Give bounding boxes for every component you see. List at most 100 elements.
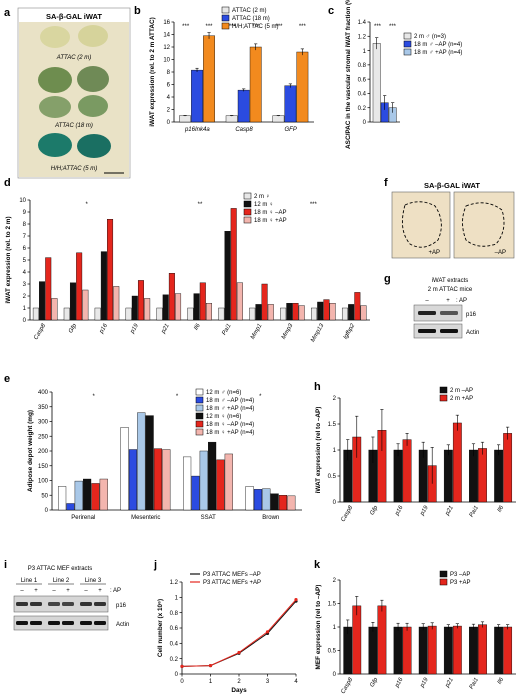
bar-h — [452, 422, 462, 503]
chart-panel-c: 0 0.2 0.4 0.6 0.8 1 1.2 1.4 ASC/PAC in the vascu… — [345, 0, 462, 149]
y-tick-label-b: 0 — [167, 120, 171, 126]
bar-e — [183, 456, 192, 511]
bar-k — [352, 605, 362, 675]
y-tick-label-k: 0.5 — [328, 649, 337, 655]
category-label-e: Mesenteric — [131, 515, 160, 521]
panel-i-line-1: Line 1 — [21, 578, 38, 584]
bar-e — [191, 475, 200, 511]
band-actin-minus — [418, 329, 436, 333]
panel-i-lane-6: + — [98, 588, 102, 594]
panel-i-ap-label: : AP — [110, 588, 121, 594]
bar-d — [137, 280, 144, 321]
band-actin-plus — [440, 329, 458, 333]
bar-h — [469, 449, 478, 503]
legend-swatch-k — [439, 570, 448, 578]
y-tick-label-d: 0 — [23, 318, 27, 324]
y-tick-label-e: 300 — [38, 420, 49, 426]
series-line-j — [181, 600, 297, 667]
panel-g: iWAT extracts 2 m ATTAC mice – + : AP p1… — [413, 278, 479, 339]
mef-band-p16-1 — [16, 602, 28, 606]
significance-b: *** — [182, 24, 190, 30]
category-label-d: Mmp1 — [250, 323, 264, 340]
panel-g-title: iWAT extracts — [432, 278, 469, 284]
bar-h — [503, 433, 513, 503]
legend-swatch-c — [403, 48, 412, 56]
y-tick-label-c: 1 — [363, 49, 367, 55]
y-tick-label-e: 250 — [38, 434, 49, 440]
y-tick-label-j: 0.8 — [170, 611, 179, 617]
panel-i-lane-5: – — [84, 588, 88, 594]
category-label-e: Brown — [262, 515, 279, 521]
bar-k — [443, 626, 453, 675]
bar-b — [179, 115, 191, 123]
y-tick-label-e: 150 — [38, 464, 49, 470]
bar-h — [402, 439, 412, 503]
y-tick-label-b: 2 — [167, 108, 171, 114]
category-label-b: Casp8 — [235, 127, 253, 133]
mef-band-p16-6 — [94, 602, 106, 606]
panel-letter-a: a — [4, 7, 11, 19]
y-tick-label-c: 0.2 — [358, 106, 367, 112]
y-tick-label-j: 0.2 — [170, 657, 179, 663]
significance-e: * — [92, 394, 95, 400]
label-attac-2m: ATTAC (2 m) — [56, 55, 91, 61]
legend-label-e: 18 m ♀ +AP (n=4) — [206, 430, 254, 436]
category-label-d: p16 — [98, 322, 109, 335]
bar-d — [76, 252, 83, 321]
panel-letter-j: j — [153, 559, 157, 571]
panel-i-line-2: Line 2 — [53, 578, 70, 584]
legend-swatch-d — [243, 200, 252, 208]
bar-e — [199, 450, 208, 511]
legend-label-c: 18 m ♂ +AP (n=4) — [414, 50, 462, 56]
legend-swatch-b — [221, 22, 230, 30]
chart-panel-k: 0 0.5 1 1.5 2 MEF expression (rel to –AP) P3 –… — [315, 570, 516, 695]
label-hh-attac-5m: H/H;ATTAC (5 m) — [51, 166, 97, 172]
panel-g-ap-label: : AP — [456, 298, 467, 304]
y-tick-label-j: 0 — [175, 672, 179, 678]
bar-e — [287, 495, 296, 511]
mef-band-actin-1 — [16, 621, 28, 625]
legend-label-e: 18 m ♂ +AP (n=4) — [206, 406, 254, 412]
legend-label-j: P3 ATTAC MEFs +AP — [203, 580, 261, 586]
y-tick-label-c: 0.4 — [358, 92, 367, 98]
bar-d — [175, 293, 182, 321]
bar-e — [162, 449, 171, 511]
sample-18m-left-2 — [39, 96, 71, 118]
bar-d — [193, 293, 200, 321]
category-label-e: SSAT — [201, 515, 217, 521]
panel-g-subtitle: 2 m ATTAC mice — [428, 287, 473, 293]
mef-band-actin-2 — [30, 621, 42, 625]
legend-swatch-e — [195, 420, 204, 428]
bar-e — [145, 415, 154, 511]
category-label-e: Perirenal — [71, 515, 95, 521]
bar-d — [131, 295, 138, 321]
bar-d — [267, 304, 274, 321]
bar-d — [317, 301, 324, 321]
bar-d — [125, 307, 132, 321]
legend-swatch-e — [195, 412, 204, 420]
y-tick-label-b: 10 — [163, 58, 170, 64]
bar-e — [83, 478, 92, 511]
panel-letter-g: g — [384, 273, 391, 285]
bar-d — [39, 281, 46, 321]
bar-d — [280, 307, 287, 321]
mef-band-actin-5 — [80, 621, 92, 625]
y-tick-label-k: 2 — [333, 578, 337, 584]
bar-e — [253, 489, 263, 511]
mef-blot-label-actin: Actin — [116, 622, 129, 628]
y-tick-label-b: 4 — [167, 95, 171, 101]
y-tick-label-d: 2 — [23, 294, 27, 300]
panel-letter-e: e — [4, 373, 10, 385]
bar-d — [205, 303, 212, 321]
y-tick-label-k: 1.5 — [328, 602, 337, 608]
bar-e — [74, 480, 83, 511]
label-minus-ap: –AP — [495, 250, 506, 256]
category-label-k: p19 — [419, 676, 430, 689]
category-label-d: p21 — [160, 323, 171, 336]
x-axis-label-j: Days — [231, 687, 247, 694]
bar-h — [494, 449, 504, 503]
label-attac-18m: ATTAC (18 m) — [54, 123, 93, 129]
panel-i-title: P3 ATTAC MEF extracts — [28, 566, 92, 572]
series-line-j — [181, 599, 297, 667]
